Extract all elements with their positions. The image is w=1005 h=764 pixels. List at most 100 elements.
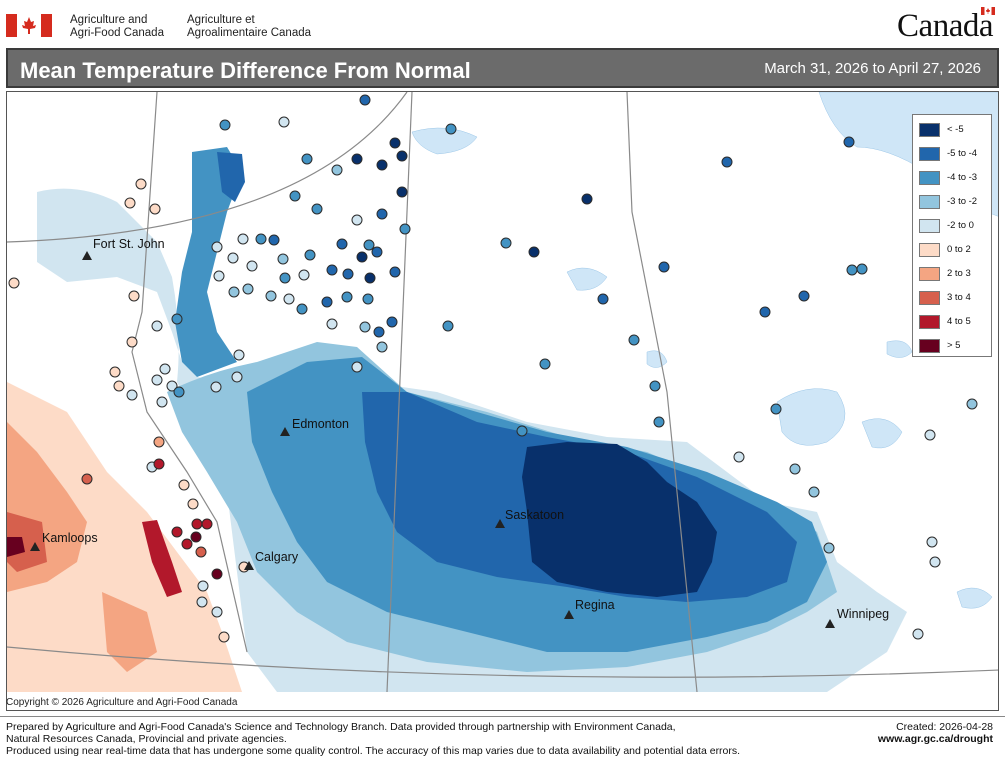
station-dot <box>924 429 936 441</box>
station-dot <box>759 306 771 318</box>
station-dot <box>359 94 371 106</box>
zone-dark-navy <box>522 442 717 597</box>
station-dot <box>124 197 136 209</box>
temperature-map[interactable]: Fort St. John Edmonton Saskatoon Kamloop… <box>7 92 999 711</box>
zone-blue-3b <box>175 147 242 377</box>
station-dot <box>210 381 222 393</box>
legend-label: -3 to -2 <box>947 196 978 207</box>
map-frame[interactable]: Fort St. John Edmonton Saskatoon Kamloop… <box>6 91 999 711</box>
station-dot <box>126 389 138 401</box>
station-dot <box>228 286 240 298</box>
lake-athabasca <box>411 127 478 155</box>
station-dot <box>219 119 231 131</box>
station-dot <box>109 366 121 378</box>
legend-label: -4 to -3 <box>947 172 978 183</box>
legend-swatch <box>919 219 940 233</box>
legend-label: 3 to 4 <box>947 292 971 303</box>
station-dot <box>213 270 225 282</box>
station-dot <box>399 223 411 235</box>
station-dot <box>218 631 230 643</box>
station-dot <box>929 556 941 568</box>
station-dot <box>442 320 454 332</box>
legend-swatch <box>919 243 940 257</box>
station-dot <box>336 238 348 250</box>
legend-label: < -5 <box>947 124 964 135</box>
station-dot <box>856 263 868 275</box>
station-dot <box>227 252 239 264</box>
city-marker-fort-st-john <box>82 251 92 260</box>
station-dot <box>166 380 178 392</box>
station-dot <box>356 251 368 263</box>
legend-label: -5 to -4 <box>947 148 978 159</box>
station-dot <box>171 526 183 538</box>
station-dot <box>135 178 147 190</box>
city-marker-kamloops <box>30 542 40 551</box>
zone-warm-3-4 <box>7 512 47 572</box>
legend-swatch <box>919 339 940 353</box>
station-dot <box>396 150 408 162</box>
station-dot <box>153 458 165 470</box>
station-dot <box>733 451 745 463</box>
station-dot <box>539 358 551 370</box>
city-label-saskatoon: Saskatoon <box>505 508 564 522</box>
station-dot <box>362 293 374 305</box>
zone-warm-0-2 <box>7 382 242 692</box>
station-dot <box>386 316 398 328</box>
dept-fr-line2: Agroalimentaire Canada <box>187 27 312 39</box>
city-markers[interactable] <box>30 251 835 628</box>
city-label-fort-st-john: Fort St. John <box>93 237 165 251</box>
city-marker-winnipeg <box>825 619 835 628</box>
station-dot <box>195 546 207 558</box>
footer-line2: Natural Resources Canada, Provincial and… <box>6 733 287 745</box>
station-dot <box>373 326 385 338</box>
station-dot <box>237 233 249 245</box>
legend-swatch <box>919 315 940 329</box>
station-dot <box>126 336 138 348</box>
station-dot <box>156 396 168 408</box>
station-dot <box>658 261 670 273</box>
station-dot <box>396 186 408 198</box>
station-dot <box>178 479 190 491</box>
station-dot <box>808 486 820 498</box>
bc-alberta-border <box>131 92 248 653</box>
station-dot <box>326 264 338 276</box>
station-dot <box>376 159 388 171</box>
station-dots[interactable] <box>8 94 978 643</box>
station-dot <box>301 153 313 165</box>
station-dot <box>823 542 835 554</box>
station-dot <box>912 628 924 640</box>
department-name-english: Agriculture and Agri-Food Canada <box>70 14 164 40</box>
station-dot <box>653 416 665 428</box>
station-dot <box>128 290 140 302</box>
created-date: Created: 2026-04-28 <box>896 721 993 733</box>
legend-swatch <box>919 195 940 209</box>
zone-warm-gt5 <box>7 537 25 557</box>
legend-swatch <box>919 123 940 137</box>
station-dot <box>242 283 254 295</box>
station-dot <box>351 361 363 373</box>
city-label-edmonton: Edmonton <box>292 417 349 431</box>
station-dot <box>159 363 171 375</box>
city-marker-calgary <box>244 561 254 570</box>
station-dot <box>181 538 193 550</box>
station-dot <box>233 349 245 361</box>
station-dot <box>389 266 401 278</box>
alberta-saskatchewan-border <box>386 92 413 693</box>
station-dot <box>8 277 20 289</box>
zone-warm-2-3b <box>102 592 157 672</box>
station-dot <box>304 249 316 261</box>
station-dot <box>326 318 338 330</box>
station-dot <box>649 380 661 392</box>
footer: Prepared by Agriculture and Agri-Food Ca… <box>0 716 1005 764</box>
legend-swatch <box>919 171 940 185</box>
city-label-calgary: Calgary <box>255 550 299 564</box>
footer-url[interactable]: www.agr.gc.ca/drought <box>877 733 993 745</box>
station-dot <box>283 293 295 305</box>
station-dot <box>359 321 371 333</box>
legend-label: 2 to 3 <box>947 268 971 279</box>
saskatchewan-manitoba-border <box>626 92 698 693</box>
city-marker-edmonton <box>280 427 290 436</box>
title-bar: Mean Temperature Difference From Normal … <box>6 48 999 88</box>
city-label-kamloops: Kamloops <box>42 531 98 545</box>
northwest-territories-border <box>7 92 408 243</box>
